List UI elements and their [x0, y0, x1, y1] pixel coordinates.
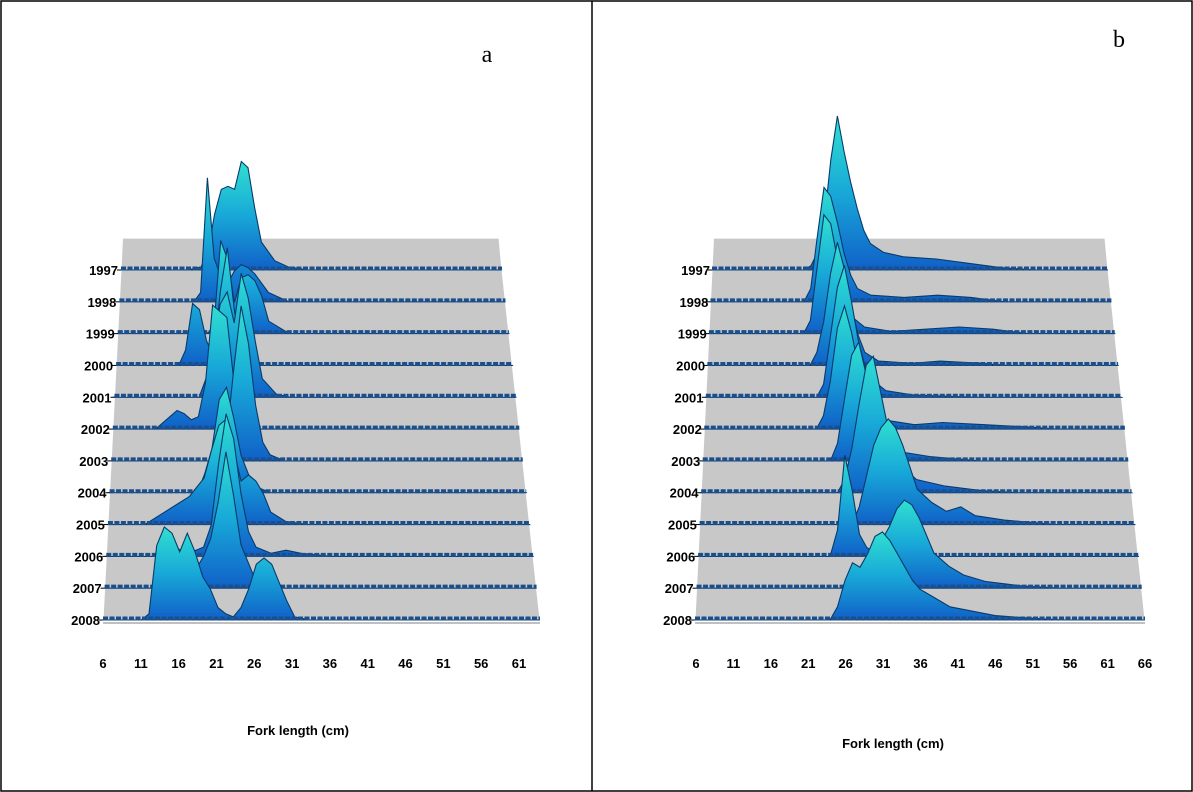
year-label-2005: 2005: [76, 518, 105, 533]
year-label-2006: 2006: [666, 549, 695, 564]
x-tick-label: 16: [764, 656, 778, 671]
x-tick-label: 31: [285, 656, 299, 671]
year-label-2000: 2000: [84, 358, 113, 373]
year-label-1997: 1997: [681, 263, 710, 278]
x-tick-label: 56: [1063, 656, 1077, 671]
floor-plane: [117, 301, 510, 335]
panel-label: b: [1113, 27, 1125, 53]
x-tick-label: 11: [134, 656, 148, 671]
year-label-2003: 2003: [79, 454, 108, 469]
year-label-2007: 2007: [73, 581, 102, 596]
x-tick-label: 6: [99, 656, 106, 671]
x-tick-label: 51: [436, 656, 450, 671]
x-tick-label: 61: [1100, 656, 1114, 671]
floor-plane: [706, 333, 1119, 366]
x-axis-title: Fork length (cm): [247, 723, 349, 738]
year-label-2008: 2008: [663, 613, 692, 628]
year-label-2003: 2003: [671, 454, 700, 469]
floor-plane: [120, 237, 503, 271]
x-tick-label: 46: [398, 656, 412, 671]
year-label-2002: 2002: [673, 422, 702, 437]
x-tick-label: 51: [1026, 656, 1040, 671]
floor-plane: [110, 428, 524, 462]
year-label-2004: 2004: [78, 486, 108, 501]
year-label-1998: 1998: [679, 295, 708, 310]
x-tick-label: 41: [360, 656, 374, 671]
year-label-1998: 1998: [87, 295, 116, 310]
x-tick-label: 56: [474, 656, 488, 671]
x-tick-label: 11: [727, 656, 741, 671]
x-tick-label: 66: [1138, 656, 1152, 671]
x-tick-label: 31: [876, 656, 890, 671]
panel-a-chart: 1997 1998 1999 2000 2001 2002 2003 2004 2005 2006…: [71, 42, 541, 738]
year-label-1999: 1999: [86, 327, 115, 342]
floor-plane: [708, 301, 1116, 335]
ridge-area-2006: [697, 455, 1140, 557]
panel-label: a: [482, 42, 493, 68]
x-tick-label: 26: [247, 656, 261, 671]
x-axis-title: Fork length (cm): [842, 736, 944, 751]
year-label-2006: 2006: [74, 549, 103, 564]
year-label-2001: 2001: [83, 390, 112, 405]
year-label-2005: 2005: [668, 518, 697, 533]
year-label-1999: 1999: [678, 327, 707, 342]
x-tick-label: 16: [171, 656, 185, 671]
year-label-2004: 2004: [670, 486, 700, 501]
x-tick-label: 36: [323, 656, 337, 671]
x-tick-label: 36: [913, 656, 927, 671]
year-label-2000: 2000: [676, 358, 705, 373]
floor-plane: [113, 364, 517, 398]
year-label-2001: 2001: [675, 390, 704, 405]
floor-plane: [115, 333, 513, 366]
x-tick-label: 21: [801, 656, 815, 671]
x-tick-label: 6: [692, 656, 699, 671]
year-label-2002: 2002: [81, 422, 110, 437]
year-label-2008: 2008: [71, 613, 100, 628]
floor-plane: [109, 460, 527, 494]
ridge-area-2008: [103, 526, 540, 621]
floor-plane: [118, 269, 507, 303]
x-tick-label: 61: [512, 656, 526, 671]
x-tick-label: 41: [951, 656, 965, 671]
x-tick-label: 21: [209, 656, 223, 671]
x-tick-label: 26: [838, 656, 852, 671]
year-label-1997: 1997: [89, 263, 118, 278]
year-label-2007: 2007: [665, 581, 694, 596]
x-tick-label: 46: [988, 656, 1002, 671]
floor-plane: [705, 364, 1123, 398]
panel-b-chart: 1997 1998 1999 2000 2001 2002 2003 2004 2005 2006…: [663, 27, 1152, 751]
